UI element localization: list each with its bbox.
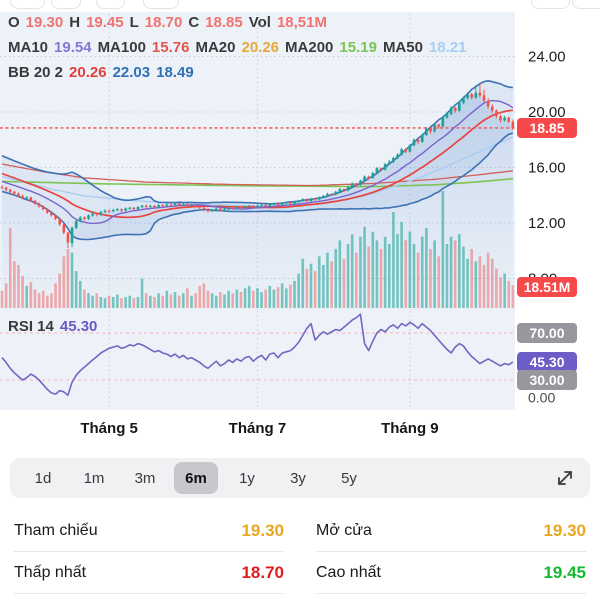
price-badge-bg [517,117,577,138]
price-tick: 12.00 [528,215,566,232]
rsi-badge-bg [517,323,577,343]
legend-value: 19.45 [86,14,124,31]
price-badge: 18.85 [529,120,564,136]
bollinger-fill [2,80,513,240]
range-button-1d[interactable]: 1d [34,469,52,487]
range-button-5y[interactable]: 5y [341,469,357,487]
range-button-6m[interactable]: 6m [174,462,218,494]
ohlc-row: O 19.30 H 19.45 L 18.70 C 18.85 Vol 18,51M [8,10,467,35]
rsi-badge: 70.00 [529,325,564,341]
rsi-legend-value: 45.30 [59,318,98,335]
legend-value: MA20 [195,39,236,56]
price-tick: 16.00 [528,160,566,177]
legend-value: 20.26 [69,64,107,81]
legend-value: 18.21 [428,39,467,56]
ma-row: MA10 19.54 MA100 15.76 MA20 20.26 MA200 15.19 MA… [8,35,467,60]
rsi-legend: RSI 14 45.30 [8,318,97,335]
volume-bars [0,191,515,308]
bb-row: BB 20 2 20.26 22.03 18.49 [8,60,467,85]
stat-value: 19.45 [543,562,586,582]
indicator-legend: O 19.30 H 19.45 L 18.70 C 18.85 Vol 18,51M MA10 19.… [8,10,467,85]
legend-value: 19.54 [54,39,92,56]
bollinger-upper-line [1,80,513,205]
rsi-badge-bg [517,370,577,390]
stat-value: 19.30 [543,520,586,540]
rsi-badge: 30.00 [529,372,564,388]
stat-label: Mở cửa [316,521,372,539]
legend-value: MA100 [97,39,146,56]
stats-table: Tham chiếu 19.30 Mở cửa 19.30 Thấp nhất 18.70… [14,510,586,594]
legend-value: BB 20 2 [8,64,64,81]
range-button-3m[interactable]: 3m [134,469,156,487]
partial-button[interactable] [572,0,600,9]
legend-value: C [188,14,200,31]
stat-value: 19.30 [241,520,284,540]
legend-value: 18.85 [205,14,243,31]
price-tick: 24.00 [528,49,566,66]
legend-value: 19.30 [25,14,64,31]
legend-value: L [129,14,139,31]
range-button-1y[interactable]: 1y [239,469,255,487]
stat-row: Mở cửa 19.30 [316,510,586,552]
legend-value: 20.26 [241,39,280,56]
bollinger-lower-line [1,132,514,241]
rsi-zero-tick: 0.00 [528,389,555,405]
ma200-line [1,177,513,188]
rsi-line [1,313,514,397]
legend-value: MA10 [8,39,49,56]
ma100-line [1,163,513,187]
stat-row: Tham chiếu 19.30 [14,510,284,552]
stat-label: Tham chiếu [14,521,98,539]
rsi-badge: 45.30 [529,354,564,370]
volume-badge: 18.51M [524,279,571,295]
stat-value: 18.70 [241,562,284,582]
legend-value: MA200 [285,39,334,56]
month-tick: Tháng 5 [80,420,138,437]
rsi-legend-value: RSI 14 [8,318,54,335]
month-tick: Tháng 9 [381,420,439,437]
price-tick: 20.00 [528,104,566,121]
legend-value: MA50 [382,39,423,56]
rsi-badge-bg [517,352,577,373]
legend-value: Vol [248,14,271,31]
expand-icon[interactable] [554,467,576,489]
legend-value: 18.70 [144,14,183,31]
stat-label: Cao nhất [316,563,381,581]
legend-value: O [8,14,20,31]
legend-value: 15.19 [339,39,377,56]
legend-value: 18,51M [276,14,327,31]
legend-value: 22.03 [112,64,151,81]
range-button-1m[interactable]: 1m [83,469,105,487]
legend-value: 15.76 [151,39,190,56]
stat-row: Cao nhất 19.45 [316,552,586,594]
volume-badge-bg [517,277,577,297]
month-tick: Tháng 7 [229,420,287,437]
stat-row: Thấp nhất 18.70 [14,552,284,594]
legend-value: H [69,14,81,31]
range-button-3y[interactable]: 3y [290,469,306,487]
legend-value: 18.49 [156,64,194,81]
range-selector: 1d 1m 3m 6m 1y 3y 5y [10,458,590,498]
stat-label: Thấp nhất [14,563,87,581]
